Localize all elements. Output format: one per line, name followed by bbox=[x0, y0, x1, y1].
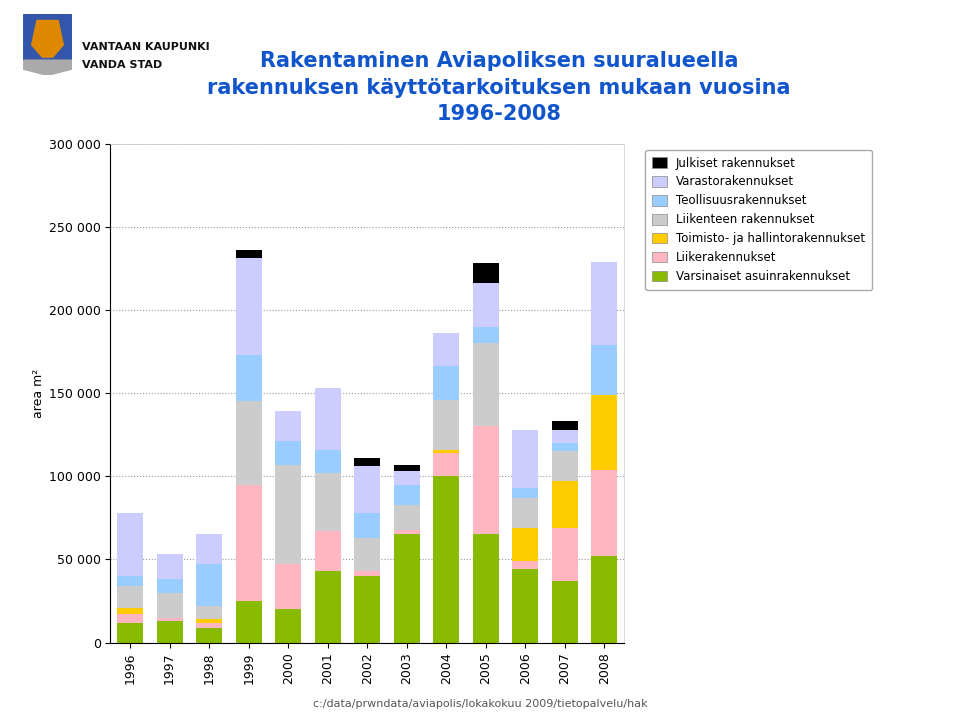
Bar bbox=[236, 250, 261, 258]
Bar bbox=[236, 601, 261, 643]
Bar bbox=[394, 534, 420, 643]
Bar bbox=[117, 513, 143, 576]
Bar bbox=[433, 476, 459, 643]
Bar bbox=[156, 621, 182, 643]
Polygon shape bbox=[24, 60, 71, 75]
Bar bbox=[197, 564, 222, 606]
Text: rakennuksen käyttötarkoituksen mukaan vuosina: rakennuksen käyttötarkoituksen mukaan vu… bbox=[207, 78, 791, 98]
Bar bbox=[197, 534, 222, 564]
Bar bbox=[315, 449, 341, 473]
Bar bbox=[315, 388, 341, 449]
Bar bbox=[197, 620, 222, 623]
Text: c:/data/prwndata/aviapolis/lokakokuu 2009/tietopalvelu/hak: c:/data/prwndata/aviapolis/lokakokuu 200… bbox=[313, 699, 647, 709]
Bar bbox=[354, 538, 380, 571]
Bar bbox=[276, 564, 301, 610]
Bar bbox=[354, 576, 380, 643]
Bar bbox=[197, 623, 222, 628]
Bar bbox=[117, 623, 143, 643]
Bar bbox=[117, 615, 143, 623]
Polygon shape bbox=[24, 14, 71, 75]
Legend: Julkiset rakennukset, Varastorakennukset, Teollisuusrakennukset, Liikenteen rake: Julkiset rakennukset, Varastorakennukset… bbox=[645, 149, 873, 290]
Bar bbox=[552, 481, 578, 528]
Bar bbox=[591, 395, 617, 470]
Bar bbox=[117, 576, 143, 586]
Bar bbox=[354, 466, 380, 513]
Bar bbox=[276, 442, 301, 465]
Bar bbox=[117, 586, 143, 607]
Bar bbox=[473, 534, 498, 643]
Bar bbox=[513, 561, 538, 569]
Bar bbox=[552, 452, 578, 481]
Bar bbox=[591, 345, 617, 395]
Bar bbox=[236, 355, 261, 401]
Bar bbox=[276, 411, 301, 442]
Bar bbox=[315, 473, 341, 531]
Bar bbox=[473, 343, 498, 426]
Bar bbox=[552, 421, 578, 429]
Bar bbox=[276, 465, 301, 564]
Bar bbox=[433, 366, 459, 400]
Bar bbox=[394, 529, 420, 534]
Bar bbox=[473, 284, 498, 327]
Bar bbox=[513, 528, 538, 561]
Bar bbox=[513, 569, 538, 643]
Bar bbox=[552, 443, 578, 452]
Bar bbox=[513, 488, 538, 498]
Bar bbox=[156, 554, 182, 579]
Bar bbox=[473, 264, 498, 284]
Bar bbox=[552, 581, 578, 643]
Bar bbox=[433, 400, 459, 449]
Bar bbox=[394, 471, 420, 485]
Bar bbox=[117, 607, 143, 615]
Bar bbox=[552, 528, 578, 581]
Bar bbox=[236, 401, 261, 485]
Bar bbox=[315, 531, 341, 571]
Bar bbox=[473, 327, 498, 343]
Bar bbox=[394, 485, 420, 505]
Text: 1996-2008: 1996-2008 bbox=[437, 104, 562, 124]
Polygon shape bbox=[32, 20, 63, 57]
Bar bbox=[552, 429, 578, 443]
Bar bbox=[513, 498, 538, 528]
Bar bbox=[276, 610, 301, 643]
Bar bbox=[433, 333, 459, 366]
Bar bbox=[315, 571, 341, 643]
Bar bbox=[354, 513, 380, 538]
Y-axis label: area m²: area m² bbox=[32, 368, 44, 418]
Bar bbox=[197, 628, 222, 643]
Bar bbox=[236, 485, 261, 601]
Text: VANTAAN KAUPUNKI: VANTAAN KAUPUNKI bbox=[82, 42, 209, 52]
Bar bbox=[433, 449, 459, 453]
Bar bbox=[156, 593, 182, 617]
Bar bbox=[197, 606, 222, 620]
Bar bbox=[591, 556, 617, 643]
Bar bbox=[156, 579, 182, 593]
Bar bbox=[354, 571, 380, 576]
Bar bbox=[513, 429, 538, 488]
Bar bbox=[156, 617, 182, 621]
Bar bbox=[394, 465, 420, 471]
Bar bbox=[591, 470, 617, 556]
Bar bbox=[236, 258, 261, 355]
Bar bbox=[394, 505, 420, 529]
Text: VANDA STAD: VANDA STAD bbox=[82, 60, 162, 70]
Bar bbox=[354, 458, 380, 466]
Bar bbox=[591, 261, 617, 345]
Bar bbox=[473, 426, 498, 534]
Text: Rakentaminen Aviapoliksen suuralueella: Rakentaminen Aviapoliksen suuralueella bbox=[260, 51, 738, 71]
Bar bbox=[433, 453, 459, 476]
